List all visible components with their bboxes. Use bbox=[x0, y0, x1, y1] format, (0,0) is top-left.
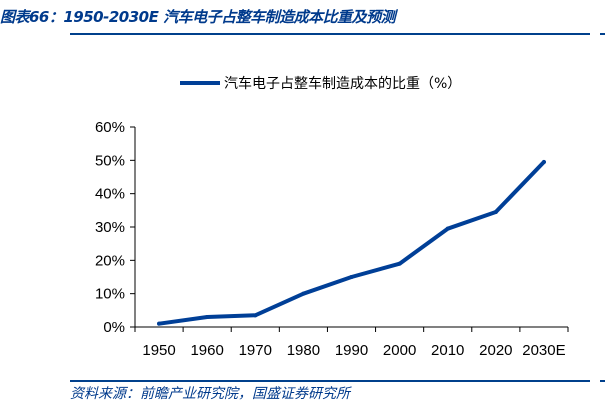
x-tick-label: 2000 bbox=[383, 342, 416, 359]
header-rule-right bbox=[600, 33, 605, 35]
x-tick-label: 1980 bbox=[287, 342, 320, 359]
data-point bbox=[205, 315, 210, 319]
y-tick-label: 30% bbox=[95, 219, 125, 236]
y-tick-label: 0% bbox=[103, 319, 125, 336]
x-tick-label: 2020 bbox=[479, 342, 512, 359]
x-tick-label: 2010 bbox=[431, 342, 464, 359]
x-tick-label: 1990 bbox=[335, 342, 368, 359]
y-axis-ticks: 0% 10% 20% 30% 40% 50% 60% bbox=[95, 119, 135, 336]
x-tick-label: 2030E bbox=[522, 342, 565, 359]
data-point bbox=[541, 160, 546, 164]
y-tick-label: 20% bbox=[95, 252, 125, 269]
data-point bbox=[493, 210, 498, 214]
x-axis-ticks: 1950 1960 1970 1980 1990 2000 2010 2020 2030E bbox=[134, 327, 569, 359]
x-tick-label: 1960 bbox=[190, 342, 223, 359]
legend-label: 汽车电子占整车制造成本的比重（%） bbox=[224, 75, 461, 92]
x-tick-label: 1950 bbox=[142, 342, 175, 359]
y-tick-label: 50% bbox=[95, 152, 125, 169]
series-layer bbox=[157, 160, 546, 326]
footer-rule bbox=[70, 380, 590, 382]
header-rule bbox=[70, 33, 590, 35]
legend: 汽车电子占整车制造成本的比重（%） bbox=[180, 75, 461, 92]
source-note: 资料来源：前瞻产业研究院，国盛证券研究所 bbox=[70, 386, 350, 402]
data-point bbox=[349, 275, 354, 279]
footer-rule-right bbox=[600, 380, 605, 382]
y-tick-label: 40% bbox=[95, 186, 125, 203]
data-point bbox=[397, 261, 402, 266]
series-line bbox=[157, 160, 546, 326]
data-point bbox=[301, 291, 306, 296]
x-tick-label: 1970 bbox=[239, 342, 272, 359]
data-point bbox=[445, 226, 450, 231]
axes bbox=[134, 127, 568, 328]
data-point bbox=[157, 321, 162, 326]
y-tick-label: 10% bbox=[95, 286, 125, 303]
data-point bbox=[253, 313, 258, 318]
figure-title: 图表66：1950-2030E 汽车电子占整车制造成本比重及预测 bbox=[0, 8, 396, 26]
y-tick-label: 60% bbox=[95, 119, 125, 136]
